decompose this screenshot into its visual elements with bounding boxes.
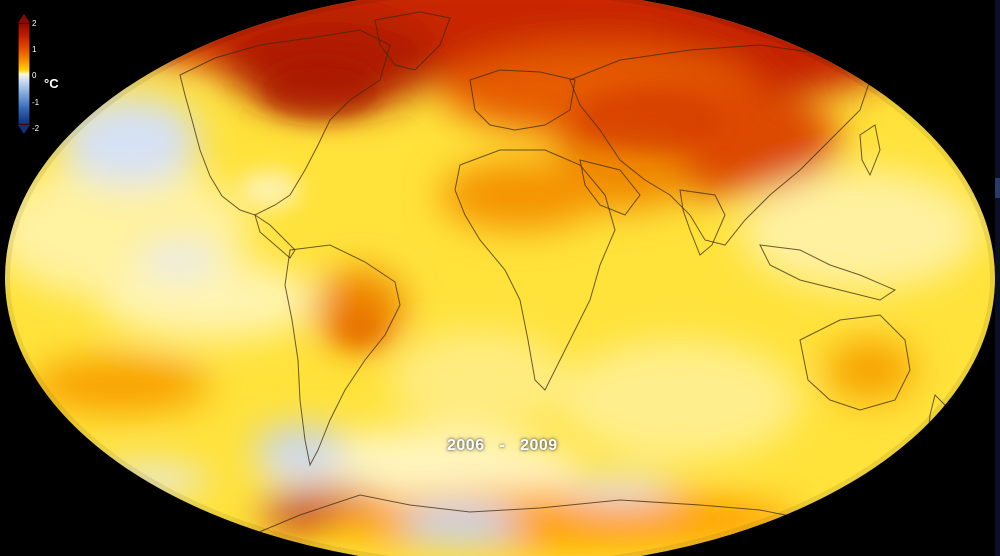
coastlines xyxy=(179,11,946,541)
colorbar-tick-minus-1: -1 xyxy=(32,98,40,107)
scroll-thumb xyxy=(995,178,1000,198)
colorbar-tick-minus-2: -2 xyxy=(32,124,40,133)
colorbar-min-arrow xyxy=(18,125,30,134)
colorbar-tick-2: 2 xyxy=(32,19,37,28)
year-separator: - xyxy=(499,437,506,454)
anomaly-detail xyxy=(240,60,720,348)
colorbar-tick-0: 0 xyxy=(32,71,37,80)
colorbar-unit: °C xyxy=(44,76,59,91)
year-start: 2006 xyxy=(447,437,485,454)
colorbar-tick-1: 1 xyxy=(32,45,37,54)
colorbar-max-arrow xyxy=(18,14,30,23)
scroll-indicator xyxy=(995,0,1000,556)
year-range-label: 2006 - 2009 xyxy=(447,437,558,455)
color-bar-legend: 2 1 0 -1 -2 °C xyxy=(6,8,59,158)
year-end: 2009 xyxy=(520,437,558,454)
colorbar-gradient xyxy=(18,23,30,125)
anomaly-patches xyxy=(5,0,980,550)
